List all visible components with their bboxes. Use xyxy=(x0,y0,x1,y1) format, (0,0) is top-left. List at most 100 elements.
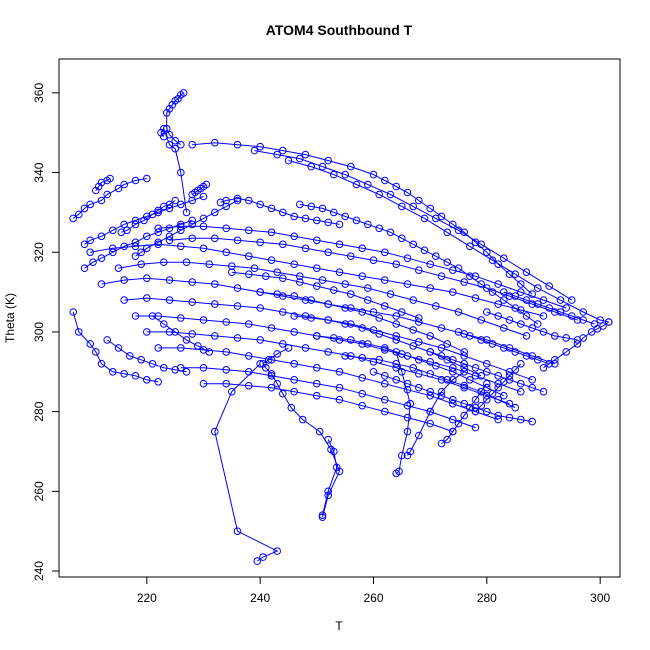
data-point xyxy=(426,407,435,416)
data-point xyxy=(392,260,401,269)
series-19 xyxy=(216,194,344,229)
data-point xyxy=(199,244,208,253)
data-point xyxy=(420,246,429,255)
data-point xyxy=(364,180,372,189)
data-point xyxy=(403,413,412,422)
data-point xyxy=(80,264,89,273)
data-point xyxy=(443,228,452,237)
data-point xyxy=(347,304,355,312)
data-point xyxy=(500,288,508,296)
data-point xyxy=(177,200,185,209)
data-point xyxy=(296,272,304,281)
series-line xyxy=(135,200,238,257)
data-point xyxy=(454,419,463,428)
data-point xyxy=(335,268,344,277)
data-point xyxy=(449,415,457,424)
data-point xyxy=(199,316,208,324)
data-point xyxy=(245,226,253,235)
data-point xyxy=(233,527,242,536)
data-point xyxy=(273,290,282,298)
series-line xyxy=(345,355,516,409)
data-point xyxy=(364,296,372,304)
data-point xyxy=(165,140,174,149)
data-point xyxy=(97,254,106,263)
data-point xyxy=(313,236,321,245)
data-point xyxy=(267,228,276,237)
data-point xyxy=(494,312,503,320)
data-point xyxy=(483,395,491,404)
y-tick-label: 280 xyxy=(32,401,46,421)
data-point xyxy=(358,340,367,348)
data-point xyxy=(500,324,508,332)
data-point xyxy=(539,296,548,304)
data-point xyxy=(398,202,406,211)
data-point xyxy=(358,374,367,382)
data-point xyxy=(279,208,287,217)
data-point xyxy=(381,176,389,185)
series-line xyxy=(169,237,578,321)
data-point xyxy=(369,368,378,376)
data-point xyxy=(511,348,520,356)
data-point xyxy=(381,395,389,404)
data-point xyxy=(313,264,321,273)
data-point xyxy=(398,451,406,460)
data-point xyxy=(188,140,196,149)
series-line xyxy=(430,351,544,393)
data-point xyxy=(522,332,531,340)
data-point xyxy=(330,447,338,456)
data-point xyxy=(403,385,412,394)
data-point xyxy=(301,244,310,253)
data-point xyxy=(75,328,83,336)
data-point xyxy=(273,150,282,159)
data-point xyxy=(222,348,230,356)
series-39 xyxy=(228,268,423,322)
data-point xyxy=(165,296,174,304)
data-point xyxy=(494,300,503,308)
data-point xyxy=(171,196,179,205)
data-point xyxy=(114,344,123,352)
data-point xyxy=(392,320,401,328)
data-point xyxy=(477,401,486,410)
data-point xyxy=(211,138,219,147)
series-10 xyxy=(539,318,613,372)
series-34 xyxy=(454,328,554,368)
data-point xyxy=(290,292,299,300)
series-21 xyxy=(86,240,548,320)
data-point xyxy=(245,252,253,261)
data-point xyxy=(528,300,537,308)
data-point xyxy=(381,379,389,388)
data-point xyxy=(460,368,469,376)
data-point xyxy=(375,314,384,322)
data-point xyxy=(165,232,174,241)
data-point xyxy=(449,399,457,408)
data-point xyxy=(568,312,576,320)
data-point xyxy=(202,180,211,189)
data-point xyxy=(358,308,367,316)
series-line xyxy=(299,203,539,325)
data-point xyxy=(165,276,174,284)
data-point xyxy=(392,376,401,384)
data-point xyxy=(290,387,299,396)
data-point xyxy=(143,232,151,241)
data-point xyxy=(182,336,191,344)
data-point xyxy=(290,232,299,241)
data-point xyxy=(97,232,106,241)
data-point xyxy=(477,336,486,344)
data-point xyxy=(279,340,287,348)
data-point xyxy=(120,180,128,189)
data-point xyxy=(358,324,367,332)
data-point xyxy=(352,216,361,225)
data-point xyxy=(335,368,344,376)
data-point xyxy=(449,368,457,376)
data-point xyxy=(347,290,355,298)
data-point xyxy=(426,332,435,340)
data-point xyxy=(154,344,162,352)
data-point xyxy=(415,338,423,346)
series-line xyxy=(152,315,210,353)
data-point xyxy=(426,419,435,428)
data-point xyxy=(188,298,196,306)
data-point xyxy=(590,320,599,328)
data-point xyxy=(182,258,191,267)
data-point xyxy=(332,463,341,472)
data-point xyxy=(143,212,151,221)
